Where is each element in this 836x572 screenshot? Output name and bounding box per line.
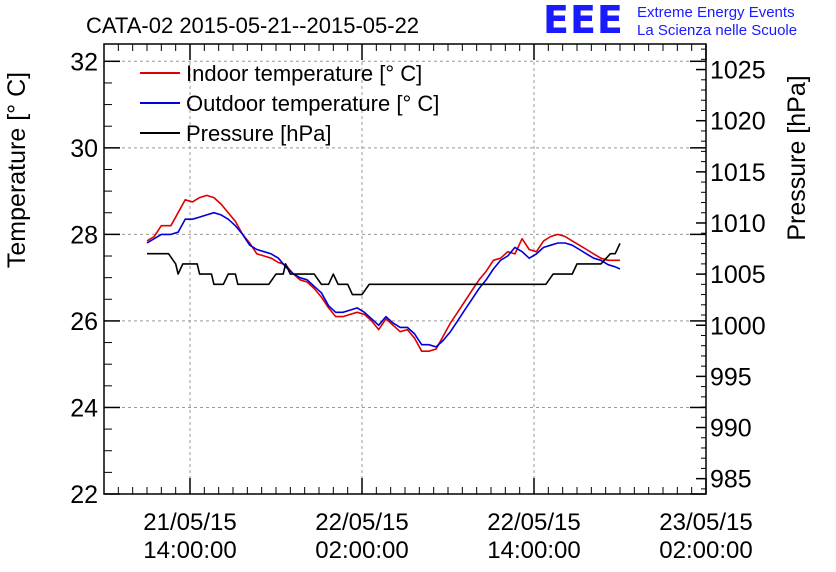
x-tick-label-time: 14:00:00 bbox=[487, 537, 580, 564]
y-tick-label: 24 bbox=[70, 394, 98, 422]
y2-tick-label: 990 bbox=[710, 415, 752, 443]
series-line-3 bbox=[147, 243, 621, 296]
series-line-1 bbox=[146, 194, 620, 353]
series-lines bbox=[146, 194, 621, 353]
y2-tick-label: 1010 bbox=[710, 210, 766, 238]
y2-tick-label: 985 bbox=[710, 466, 752, 494]
x-tick-label-date: 21/05/15 bbox=[143, 509, 236, 536]
x-tick-label-time: 02:00:00 bbox=[315, 537, 408, 564]
y-tick-label: 26 bbox=[70, 308, 98, 336]
y2-tick-label: 1000 bbox=[710, 312, 766, 340]
y2-tick-label: 1020 bbox=[710, 108, 766, 136]
y2-tick-label: 1005 bbox=[710, 261, 766, 289]
plot-frame bbox=[103, 43, 707, 495]
y-axis-label: Temperature [° C] bbox=[3, 72, 31, 268]
axes: 22 24 26 28 30 32 985 990 995 1000 1005 1010 1015 102… bbox=[70, 43, 766, 564]
y2-tick-label: 995 bbox=[710, 363, 752, 391]
x-tick-label-date: 22/05/15 bbox=[315, 509, 408, 536]
legend-label-2: Outdoor temperature [° C] bbox=[186, 91, 439, 116]
eee-logo: EEE bbox=[543, 0, 624, 42]
x-tick-label-date: 22/05/15 bbox=[487, 509, 580, 536]
y2-axis-label: Pressure [hPa] bbox=[783, 75, 811, 240]
y-tick-label: 30 bbox=[70, 135, 98, 163]
logo-line-1: Extreme Energy Events bbox=[637, 4, 795, 21]
x-tick-label-time: 14:00:00 bbox=[143, 537, 236, 564]
logo-line-2: La Scienza nelle Scuole bbox=[637, 22, 798, 39]
y-tick-label: 32 bbox=[70, 48, 98, 76]
y2-tick-label: 1015 bbox=[710, 159, 766, 187]
legend: Indoor temperature [° C] Outdoor temperat… bbox=[140, 61, 439, 146]
series-line-2 bbox=[146, 211, 621, 348]
eee-logo-caption: Extreme Energy Events La Scienza nelle S… bbox=[637, 4, 797, 40]
y-tick-label: 22 bbox=[70, 481, 98, 509]
x-tick-label-date: 23/05/15 bbox=[659, 509, 752, 536]
legend-label-1: Indoor temperature [° C] bbox=[186, 61, 422, 86]
legend-label-3: Pressure [hPa] bbox=[186, 121, 332, 146]
y2-tick-label: 1025 bbox=[710, 57, 766, 85]
y-tick-label: 28 bbox=[70, 221, 98, 249]
chart-title: CATA-02 2015-05-21--2015-05-22 bbox=[86, 13, 419, 38]
x-tick-label-time: 02:00:00 bbox=[659, 537, 752, 564]
